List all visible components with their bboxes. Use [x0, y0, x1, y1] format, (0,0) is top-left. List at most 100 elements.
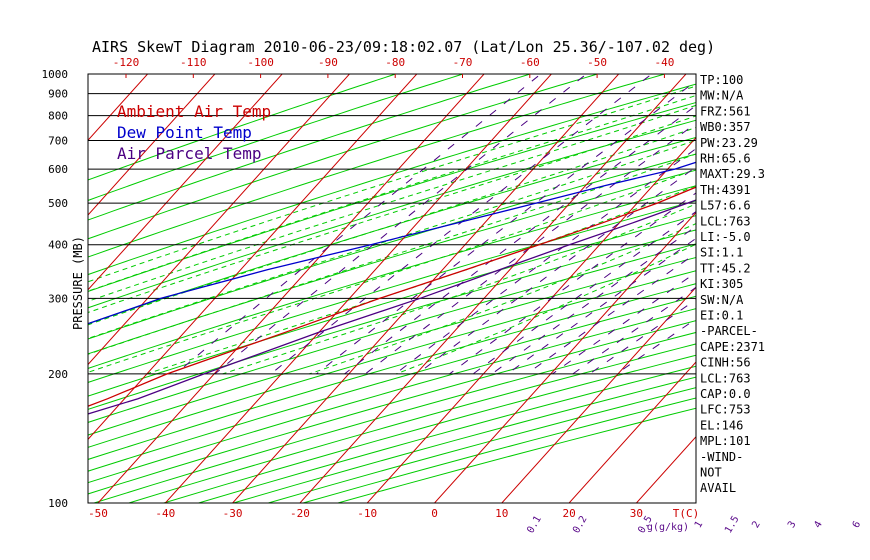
- bottom-temp-tick-label: -40: [155, 507, 175, 520]
- dry-adiabat: [337, 407, 696, 503]
- mixing-ratio-line: [214, 74, 588, 375]
- mixing-ratio-tick-label: 0.1: [525, 514, 544, 535]
- mixing-ratio-tick-label: 3: [786, 519, 799, 530]
- stability-index: L57:6.6: [700, 199, 751, 213]
- bottom-temp-tick-label: 20: [562, 507, 575, 520]
- dry-adiabat: [88, 229, 696, 410]
- ambient-temp-line: [88, 186, 696, 407]
- dry-adiabat: [88, 243, 696, 423]
- pressure-tick-label: 1000: [42, 68, 69, 81]
- dry-adiabat: [88, 119, 696, 309]
- grid-lines: [88, 74, 696, 503]
- isotherm: [88, 74, 216, 216]
- plot-frame: [87, 73, 697, 504]
- dry-adiabat: [233, 376, 696, 503]
- y-axis-label: PRESSURE (MB): [71, 236, 85, 330]
- stability-index: -WIND-: [700, 450, 743, 464]
- stability-index: LCL:763: [700, 371, 751, 385]
- dry-adiabat: [88, 295, 696, 472]
- stability-index: LFC:753: [700, 403, 751, 417]
- moist-adiabat: [88, 94, 696, 292]
- top-temp-tick-label: -40: [654, 56, 674, 69]
- mixing-ratio-unit-label: g(g/kg): [647, 522, 689, 533]
- dry-adiabat: [88, 153, 696, 340]
- top-temp-tick-label: -120: [113, 56, 140, 69]
- mixing-ratio-tick-label: 4: [812, 519, 825, 530]
- pressure-tick-label: 100: [48, 497, 68, 510]
- parcel-temp-line: [88, 199, 696, 415]
- stability-index: LCL:763: [700, 214, 751, 228]
- stability-index: WB0:357: [700, 120, 751, 134]
- dry-adiabat: [88, 308, 696, 484]
- bottom-temp-tick-label: -50: [88, 507, 108, 520]
- stability-index: MW:N/A: [700, 89, 744, 103]
- bottom-temp-tick-label: 30: [630, 507, 643, 520]
- isotherm: [568, 361, 696, 503]
- dry-adiabat: [88, 320, 696, 495]
- dry-adiabat: [88, 215, 696, 397]
- moist-adiabat: [88, 168, 696, 373]
- dry-adiabat: [88, 200, 696, 383]
- legend-entry: Dew Point Temp: [117, 123, 252, 142]
- pressure-tick-label: 400: [48, 239, 68, 252]
- pressure-tick-label: 300: [48, 292, 68, 305]
- bottom-temp-tick-label: -30: [223, 507, 243, 520]
- isotherm: [635, 436, 696, 503]
- moist-adiabat: [309, 223, 696, 375]
- mixing-ratio-line: [507, 237, 696, 375]
- mixing-ratio-line: [394, 147, 696, 375]
- mixing-ratio-tick-label: 2: [750, 519, 763, 530]
- dry-adiabat: [88, 136, 696, 325]
- bottom-temp-tick-label: 0: [431, 507, 438, 520]
- dry-adiabat: [88, 256, 696, 436]
- dry-adiabat: [163, 354, 696, 503]
- moist-adiabat: [222, 203, 696, 375]
- dry-adiabat: [88, 74, 600, 240]
- stability-index: EL:146: [700, 418, 743, 432]
- dry-adiabat: [88, 74, 465, 201]
- mixing-ratio-tick-label: 6: [851, 519, 864, 530]
- isotherm: [433, 211, 696, 503]
- stability-index: CINH:56: [700, 356, 751, 370]
- dry-adiabat: [88, 83, 696, 276]
- mixing-ratio-line: [472, 211, 696, 375]
- legend-entry: Air Parcel Temp: [117, 144, 262, 163]
- dry-adiabat: [88, 74, 532, 221]
- isotherm: [366, 136, 696, 503]
- top-temp-tick-label: -110: [180, 56, 207, 69]
- isotherm: [164, 74, 553, 503]
- dry-adiabat: [88, 270, 696, 448]
- stability-index: MAXT:29.3: [700, 167, 765, 181]
- isotherm: [88, 74, 283, 291]
- mixing-ratio-line: [364, 122, 696, 375]
- stability-index: TH:4391: [700, 183, 751, 197]
- top-temp-tick-label: -80: [385, 56, 405, 69]
- top-temp-tick-label: -90: [318, 56, 338, 69]
- dry-adiabat: [88, 101, 696, 292]
- mixing-ratio-line: [316, 80, 696, 375]
- stability-index: EI:0.1: [700, 309, 743, 323]
- dry-adiabat: [88, 74, 667, 258]
- isotherm: [88, 74, 149, 141]
- top-temp-tick-label: -50: [587, 56, 607, 69]
- stability-index: NOT: [700, 466, 722, 480]
- pressure-tick-label: 700: [48, 134, 68, 147]
- stability-index: CAP:0.0: [700, 387, 751, 401]
- top-temp-tick-label: -100: [247, 56, 274, 69]
- legend: Ambient Air Temp Dew Point Temp Air Parcel…: [117, 102, 271, 163]
- stability-index: SW:N/A: [700, 293, 744, 307]
- top-temp-tick-label: -70: [453, 56, 473, 69]
- moist-adiabat: [88, 85, 696, 283]
- sounding-series: [88, 161, 696, 415]
- mixing-ratio-tick-label: 1: [693, 519, 706, 530]
- stability-index: FRZ:561: [700, 104, 751, 118]
- moist-adiabat: [88, 139, 696, 340]
- pressure-tick-label: 800: [48, 110, 68, 123]
- mixing-ratio-tick-label: 1.5: [723, 514, 742, 535]
- stability-index: AVAIL: [700, 481, 736, 495]
- dewpoint-temp-line: [88, 161, 696, 325]
